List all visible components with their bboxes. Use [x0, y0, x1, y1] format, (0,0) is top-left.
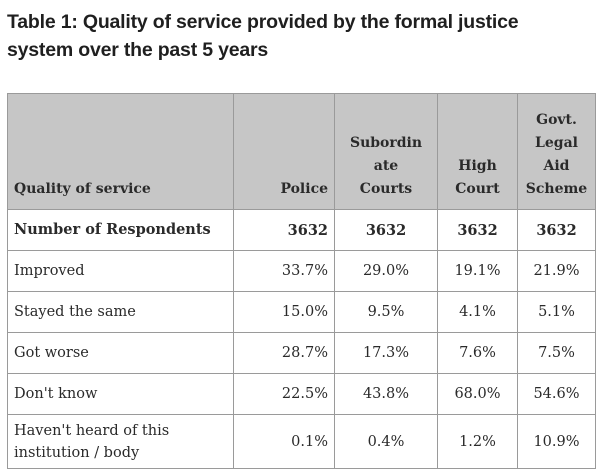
cell-subordinate-courts: 43.8%	[334, 373, 438, 415]
table-row: Don't know 22.5% 43.8% 68.0% 54.6%	[7, 373, 596, 415]
table-caption-line-1: Table 1: Quality of service provided by …	[7, 11, 519, 33]
cell-police: 15.0%	[233, 291, 335, 333]
cell-legal-aid-scheme: 10.9%	[517, 414, 596, 469]
cell-police: 33.7%	[233, 250, 335, 292]
cell-subordinate-courts: 17.3%	[334, 332, 438, 374]
cell-high-court: 3632	[437, 209, 518, 251]
cell-legal-aid-scheme: 3632	[517, 209, 596, 251]
cell-legal-aid-scheme: 21.9%	[517, 250, 596, 292]
header-quality-of-service: Quality of service	[7, 93, 234, 210]
row-label: Improved	[7, 250, 234, 292]
table-row: Stayed the same 15.0% 9.5% 4.1% 5.1%	[7, 291, 596, 333]
table-row: Haven't heard of this institution / body…	[7, 414, 596, 469]
header-police: Police	[233, 93, 335, 210]
cell-high-court: 19.1%	[437, 250, 518, 292]
row-label: Don't know	[7, 373, 234, 415]
row-label: Haven't heard of this institution / body	[7, 414, 234, 469]
cell-police: 0.1%	[233, 414, 335, 469]
header-legal-aid-scheme: Govt. Legal Aid Scheme	[517, 93, 596, 210]
header-row: Quality of service Police Subordin ate C…	[7, 93, 596, 210]
row-label: Got worse	[7, 332, 234, 374]
cell-police: 28.7%	[233, 332, 335, 374]
cell-subordinate-courts: 0.4%	[334, 414, 438, 469]
row-label: Stayed the same	[7, 291, 234, 333]
cell-legal-aid-scheme: 54.6%	[517, 373, 596, 415]
cell-police: 22.5%	[233, 373, 335, 415]
cell-subordinate-courts: 9.5%	[334, 291, 438, 333]
table-caption-line-2: system over the past 5 years	[7, 39, 269, 61]
table-row: Number of Respondents 3632 3632 3632 363…	[7, 209, 596, 251]
cell-high-court: 68.0%	[437, 373, 518, 415]
table-caption: Table 1: Quality of service provided by …	[7, 8, 597, 64]
table-row: Improved 33.7% 29.0% 19.1% 21.9%	[7, 250, 596, 292]
table-row: Got worse 28.7% 17.3% 7.6% 7.5%	[7, 332, 596, 374]
cell-police: 3632	[233, 209, 335, 251]
cell-high-court: 7.6%	[437, 332, 518, 374]
cell-subordinate-courts: 3632	[334, 209, 438, 251]
row-label: Number of Respondents	[7, 209, 234, 251]
cell-legal-aid-scheme: 7.5%	[517, 332, 596, 374]
quality-of-service-table: Quality of service Police Subordin ate C…	[7, 93, 596, 469]
cell-high-court: 4.1%	[437, 291, 518, 333]
header-high-court: High Court	[437, 93, 518, 210]
cell-high-court: 1.2%	[437, 414, 518, 469]
cell-subordinate-courts: 29.0%	[334, 250, 438, 292]
header-subordinate-courts: Subordin ate Courts	[334, 93, 438, 210]
cell-legal-aid-scheme: 5.1%	[517, 291, 596, 333]
